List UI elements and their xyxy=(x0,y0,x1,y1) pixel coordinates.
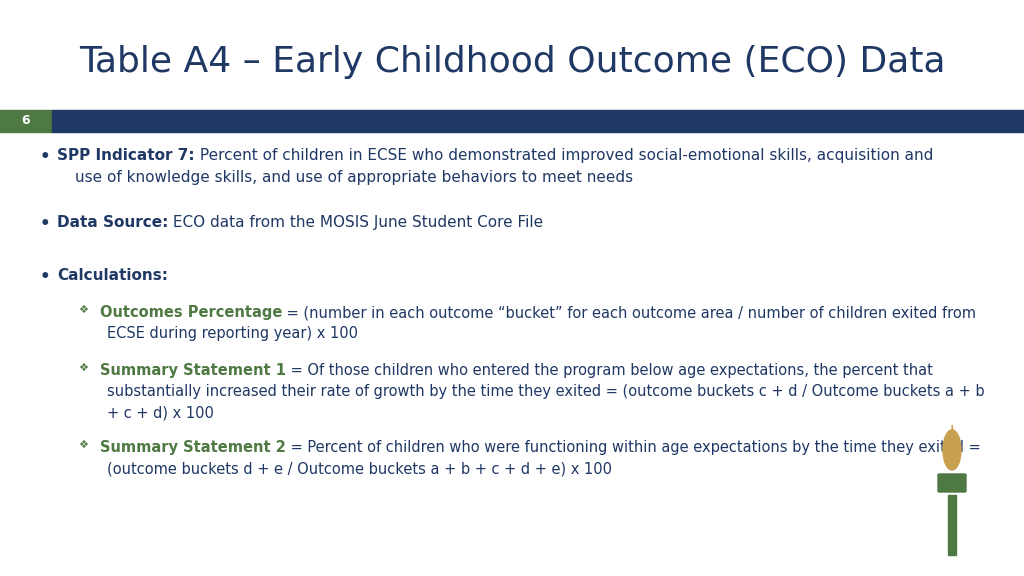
Text: = Of those children who entered the program below age expectations, the percent : = Of those children who entered the prog… xyxy=(286,363,933,378)
Text: (outcome buckets d + e / Outcome buckets a + b + c + d + e) x 100: (outcome buckets d + e / Outcome buckets… xyxy=(106,461,612,476)
Text: substantially increased their rate of growth by the time they exited = (outcome : substantially increased their rate of gr… xyxy=(106,384,985,399)
Bar xyxy=(0,110,52,132)
Ellipse shape xyxy=(943,430,961,470)
Text: + c + d) x 100: + c + d) x 100 xyxy=(106,405,214,420)
Text: ECSE during reporting year) x 100: ECSE during reporting year) x 100 xyxy=(106,326,358,341)
Text: •: • xyxy=(40,148,50,166)
Text: Table A4 – Early Childhood Outcome (ECO) Data: Table A4 – Early Childhood Outcome (ECO)… xyxy=(79,45,945,79)
Text: •: • xyxy=(40,215,50,233)
Text: ECO data from the MOSIS June Student Core File: ECO data from the MOSIS June Student Cor… xyxy=(168,215,544,230)
Text: SPP Indicator 7:: SPP Indicator 7: xyxy=(57,148,195,163)
Bar xyxy=(52,110,1024,132)
Text: ❖: ❖ xyxy=(78,305,88,315)
Text: Data Source:: Data Source: xyxy=(57,215,168,230)
Text: ❖: ❖ xyxy=(78,440,88,450)
PathPatch shape xyxy=(946,425,958,460)
Text: Percent of children in ECSE who demonstrated improved social-emotional skills, a: Percent of children in ECSE who demonstr… xyxy=(195,148,933,163)
Text: Summary Statement 1: Summary Statement 1 xyxy=(100,363,286,378)
Text: ❖: ❖ xyxy=(78,363,88,373)
Text: = Percent of children who were functioning within age expectations by the time t: = Percent of children who were functioni… xyxy=(286,440,981,455)
Text: 6: 6 xyxy=(22,115,31,127)
Text: Summary Statement 2: Summary Statement 2 xyxy=(100,440,286,455)
FancyBboxPatch shape xyxy=(938,474,966,492)
Text: Calculations:: Calculations: xyxy=(57,268,168,283)
Text: use of knowledge skills, and use of appropriate behaviors to meet needs: use of knowledge skills, and use of appr… xyxy=(75,170,633,185)
Text: = (number in each outcome “bucket” for each outcome area / number of children ex: = (number in each outcome “bucket” for e… xyxy=(283,305,976,320)
Bar xyxy=(948,495,956,555)
Text: Outcomes Percentage: Outcomes Percentage xyxy=(100,305,283,320)
Text: •: • xyxy=(40,268,50,286)
